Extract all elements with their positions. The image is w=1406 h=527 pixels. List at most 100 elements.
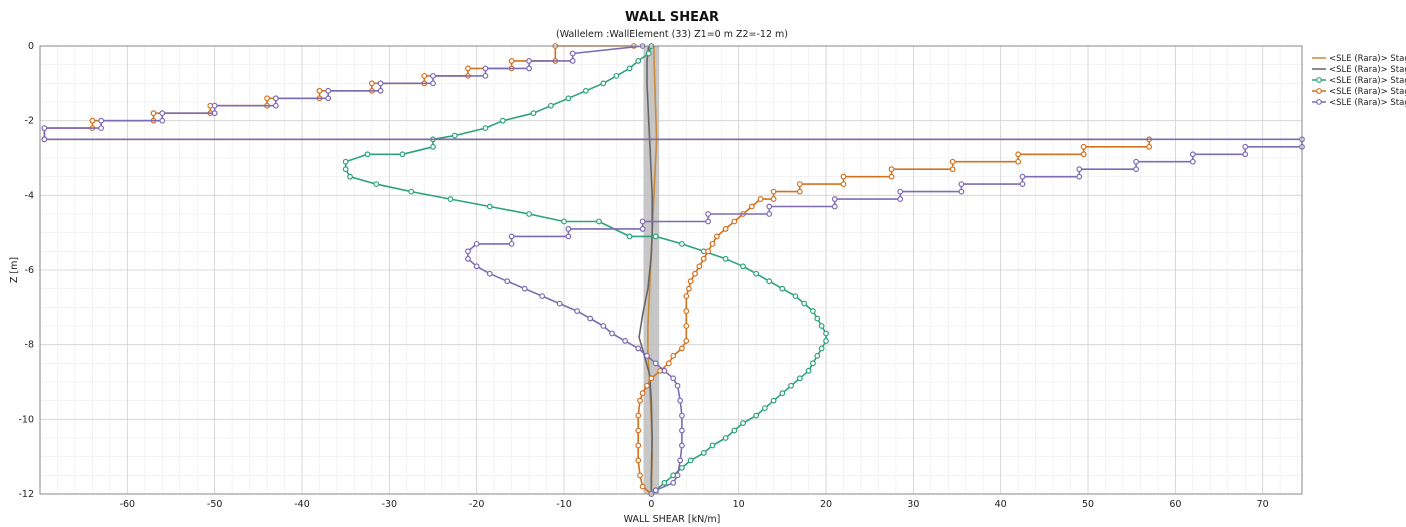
data-point	[670, 375, 677, 382]
major-grid	[40, 45, 1302, 495]
data-point	[408, 188, 415, 195]
x-tick-label: -60	[120, 499, 136, 510]
data-point	[814, 315, 821, 322]
data-point	[648, 375, 655, 382]
data-point	[705, 248, 712, 255]
data-point	[823, 338, 829, 344]
data-point	[399, 151, 406, 158]
legend-item: <SLE (Rara)> Stage	[1312, 87, 1406, 97]
data-point	[823, 330, 829, 337]
data-point	[582, 87, 589, 94]
legend-swatch-marker	[1316, 77, 1322, 83]
data-point	[814, 352, 821, 359]
y-tick-labels: 0 -2 -4 -6 -8 -10 -12	[18, 41, 34, 500]
data-point	[652, 360, 659, 367]
data-point	[504, 278, 511, 285]
y-tick-label: -2	[25, 116, 34, 127]
data-point	[565, 95, 572, 102]
data-point	[818, 345, 825, 352]
data-point	[98, 125, 105, 132]
data-point	[810, 360, 816, 367]
data-point	[1242, 143, 1249, 150]
data-point	[949, 166, 956, 173]
data-point	[587, 315, 594, 322]
data-point	[465, 65, 471, 72]
data-point	[377, 80, 384, 87]
data-point	[1076, 166, 1083, 173]
data-point	[637, 397, 643, 404]
data-point	[342, 158, 349, 165]
data-point	[430, 143, 436, 150]
data-point	[661, 367, 668, 374]
data-point	[679, 240, 685, 247]
data-point	[264, 95, 270, 102]
data-point	[316, 87, 323, 94]
x-tick-label: 30	[907, 499, 919, 510]
data-point	[661, 479, 668, 486]
data-point	[692, 270, 698, 277]
data-point	[770, 397, 777, 404]
data-point	[526, 58, 532, 64]
data-point	[722, 255, 729, 262]
data-point	[677, 397, 684, 404]
series-2	[638, 45, 654, 494]
y-tick-label: -8	[25, 340, 34, 351]
data-point	[796, 188, 803, 195]
x-tick-label: 60	[1169, 499, 1181, 510]
data-point	[949, 158, 956, 165]
x-tick-labels: -60 -50 -40 -30 -20 -10 0 10 20 30 40 50 60 70	[120, 499, 1269, 510]
chart-subtitle: (Wallelem :WallElement (33) Z1=0 m Z2=-1…	[556, 29, 788, 40]
y-axis-label: Z [m]	[9, 257, 20, 283]
data-point	[810, 308, 816, 314]
data-point	[499, 117, 506, 124]
data-point	[596, 218, 602, 225]
data-point	[687, 457, 694, 464]
data-point	[373, 181, 380, 188]
data-point	[766, 211, 773, 217]
data-point	[368, 80, 375, 87]
data-point	[637, 472, 643, 479]
data-point	[486, 203, 493, 210]
data-point	[683, 308, 690, 314]
data-point	[1189, 151, 1196, 158]
y-tick-label: -4	[25, 190, 34, 201]
data-point	[792, 293, 799, 300]
data-point	[465, 248, 471, 255]
data-point	[639, 226, 646, 232]
data-point	[211, 110, 218, 117]
data-point	[626, 65, 633, 72]
data-point	[709, 442, 716, 449]
data-point	[622, 338, 629, 344]
data-point	[679, 464, 685, 471]
data-point	[626, 233, 633, 240]
data-point	[211, 102, 218, 109]
x-tick-label: 0	[648, 499, 654, 510]
data-point	[1133, 166, 1139, 173]
data-point	[600, 323, 607, 329]
data-point	[670, 352, 677, 359]
data-point	[530, 110, 537, 117]
data-point	[831, 196, 838, 202]
legend-item: <SLE (Rara)> Stage	[1312, 76, 1406, 86]
data-point	[521, 285, 528, 292]
data-point	[1080, 143, 1087, 150]
data-point	[709, 240, 716, 247]
data-point	[430, 80, 436, 87]
data-point	[801, 300, 808, 307]
data-point	[635, 58, 642, 64]
data-point	[679, 345, 685, 352]
data-point	[665, 360, 672, 367]
data-point	[539, 293, 546, 300]
data-point	[451, 132, 458, 139]
data-point	[677, 457, 684, 464]
data-point	[1146, 143, 1153, 150]
data-point	[766, 278, 773, 285]
data-point	[1242, 151, 1249, 158]
x-tick-label: -30	[382, 499, 398, 510]
x-tick-label: 50	[1082, 499, 1094, 510]
series-4	[41, 43, 1153, 497]
data-point	[705, 218, 712, 225]
legend-label: <SLE (Rara)> Stage	[1329, 87, 1406, 97]
data-point	[731, 427, 738, 434]
x-tick-label: -50	[207, 499, 223, 510]
